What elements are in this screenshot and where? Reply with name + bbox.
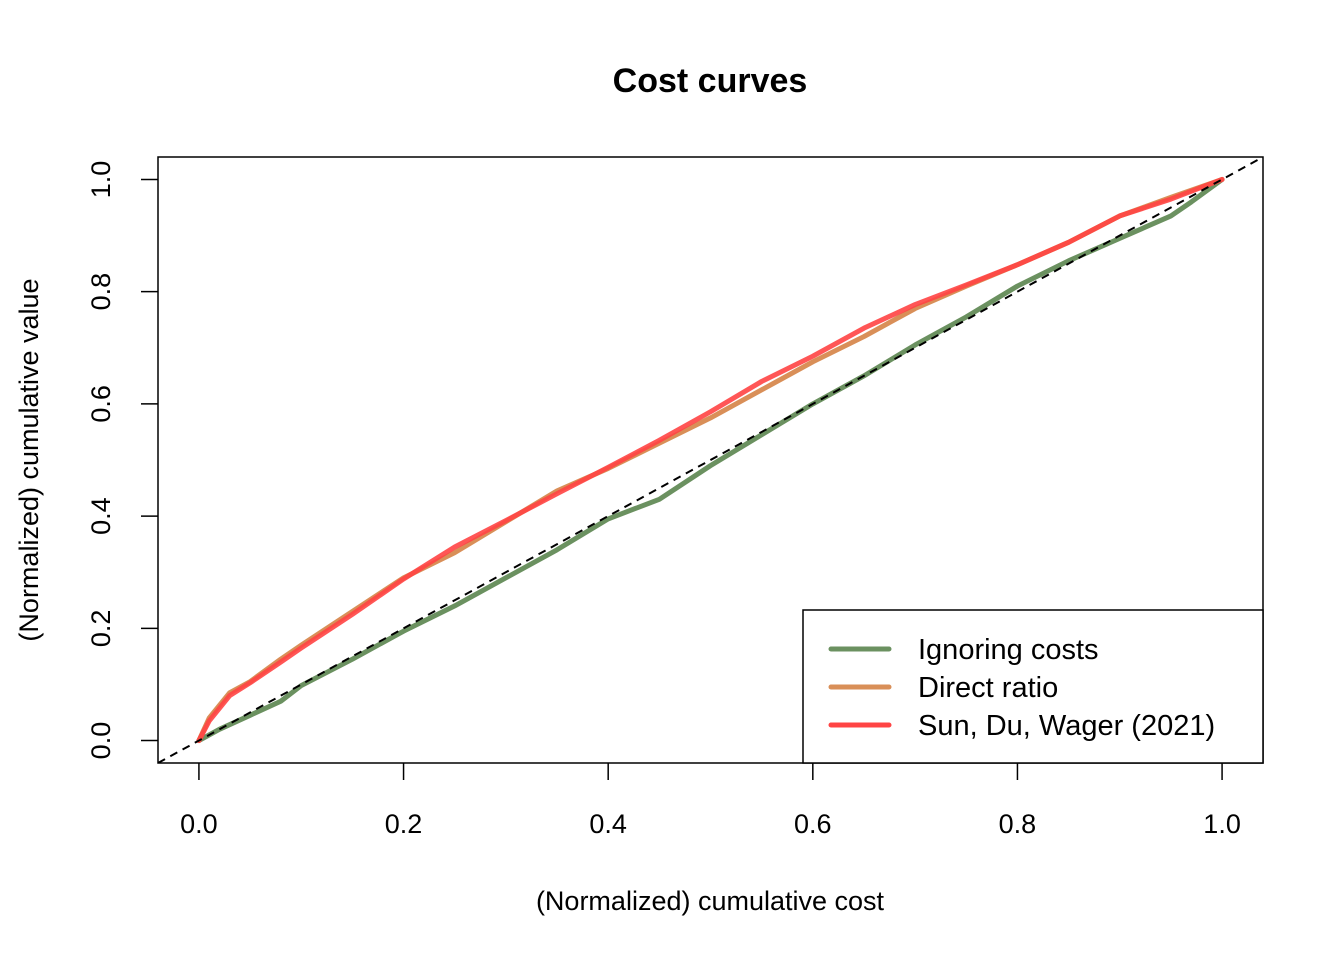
reference-diagonal-line xyxy=(158,157,1263,763)
legend-label: Direct ratio xyxy=(918,672,1058,704)
chart-title: Cost curves xyxy=(613,62,808,100)
y-axis-label: (Normalized) cumulative value xyxy=(14,278,44,641)
x-tick-label: 0.8 xyxy=(999,809,1037,839)
y-tick-label: 0.8 xyxy=(86,273,116,311)
y-tick-label: 0.6 xyxy=(86,385,116,423)
y-tick-label: 0.2 xyxy=(86,610,116,648)
x-tick-label: 0.2 xyxy=(385,809,423,839)
x-tick-label: 1.0 xyxy=(1203,809,1241,839)
legend: Ignoring costs Direct ratio Sun, Du, Wager… xyxy=(802,609,1264,764)
x-tick-label: 0.6 xyxy=(794,809,832,839)
series-line-1 xyxy=(196,176,1225,744)
legend-label: Ignoring costs xyxy=(918,634,1099,666)
y-tick-label: 0.4 xyxy=(86,497,116,535)
plot-frame xyxy=(157,156,1264,764)
y-tick-label: 0.0 xyxy=(86,722,116,760)
x-axis-label: (Normalized) cumulative cost xyxy=(536,886,885,916)
y-tick-label: 1.0 xyxy=(86,161,116,199)
x-tick-label: 0.4 xyxy=(589,809,627,839)
series-line-3 xyxy=(196,176,1225,744)
legend-label: Sun, Du, Wager (2021) xyxy=(918,710,1215,742)
x-tick-label: 0.0 xyxy=(180,809,218,839)
